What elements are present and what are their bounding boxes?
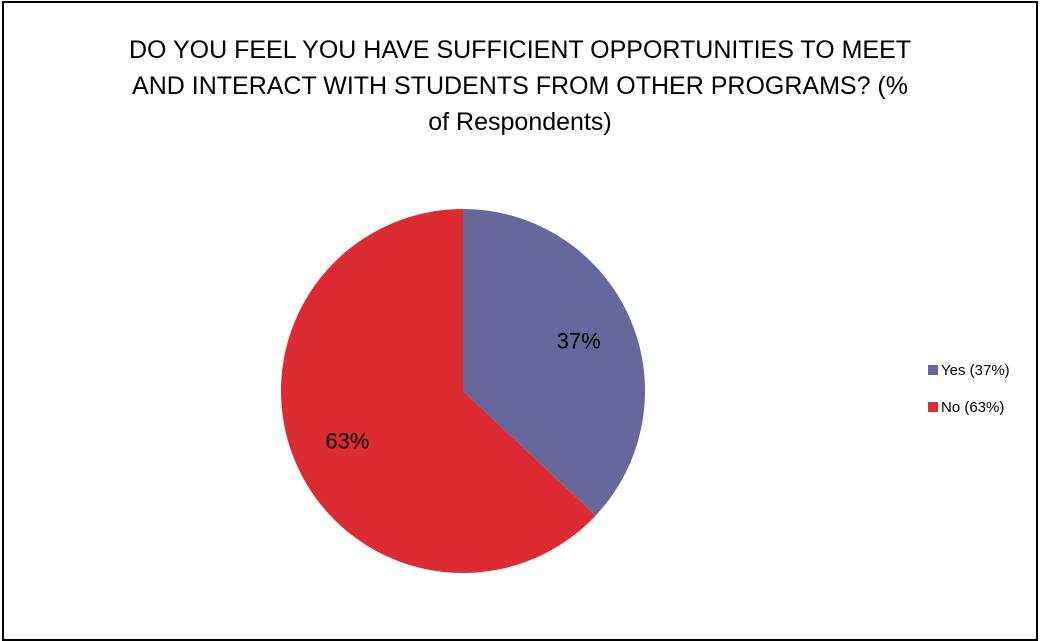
chart-legend: Yes (37%) No (63%) bbox=[928, 360, 1010, 434]
legend-item-yes: Yes (37%) bbox=[928, 360, 1010, 380]
pie-data-label-0: 37% bbox=[557, 328, 601, 353]
legend-label-no: No (63%) bbox=[941, 398, 1005, 416]
legend-item-no: No (63%) bbox=[928, 397, 1010, 417]
pie-slice-1 bbox=[281, 209, 596, 573]
legend-label-yes: Yes (37%) bbox=[941, 361, 1010, 379]
chart-title-line-1: DO YOU FEEL YOU HAVE SUFFICIENT OPPORTUN… bbox=[128, 36, 912, 64]
chart-title: DO YOU FEEL YOU HAVE SUFFICIENT OPPORTUN… bbox=[60, 32, 980, 140]
chart-title-line-3: of Respondents) bbox=[428, 108, 612, 136]
pie-chart: 37% 63% bbox=[281, 209, 646, 573]
legend-swatch-no bbox=[928, 402, 938, 412]
legend-swatch-yes bbox=[928, 365, 938, 375]
chart-title-line-2: AND INTERACT WITH STUDENTS FROM OTHER PR… bbox=[132, 72, 908, 100]
pie-data-label-1: 63% bbox=[325, 429, 369, 454]
pie-slice-0 bbox=[463, 209, 646, 516]
